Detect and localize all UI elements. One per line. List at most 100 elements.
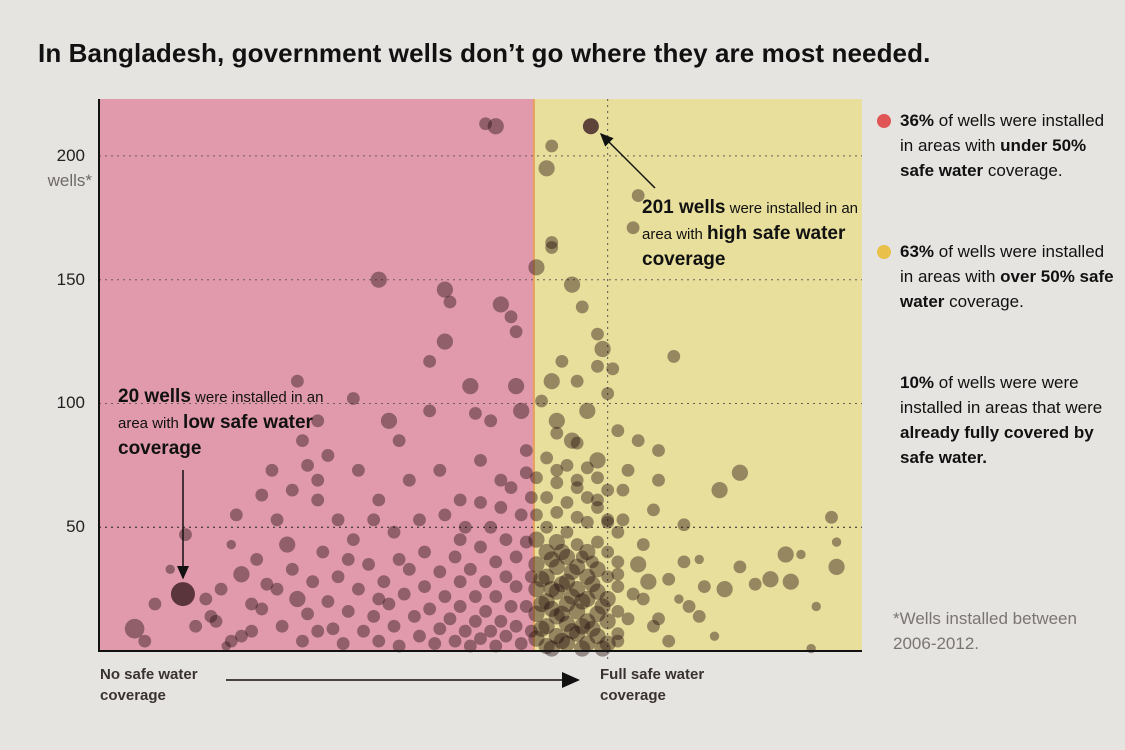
data-point bbox=[397, 587, 411, 601]
data-point bbox=[433, 622, 447, 636]
data-point bbox=[301, 458, 314, 472]
legend-text-end: coverage. bbox=[983, 161, 1063, 180]
data-point bbox=[528, 630, 545, 647]
data-point bbox=[148, 597, 162, 611]
data-point bbox=[621, 612, 635, 626]
data-point bbox=[528, 581, 545, 598]
data-point bbox=[484, 624, 498, 638]
data-point bbox=[616, 513, 630, 527]
data-point bbox=[499, 629, 513, 643]
data-point bbox=[558, 548, 576, 566]
data-point bbox=[367, 513, 381, 527]
highlighted-point-low bbox=[170, 582, 195, 607]
data-point bbox=[270, 513, 284, 527]
data-point bbox=[611, 555, 625, 569]
data-point bbox=[124, 618, 145, 639]
data-point bbox=[494, 501, 508, 514]
low-coverage-region bbox=[99, 99, 534, 651]
data-point bbox=[569, 558, 586, 575]
data-point bbox=[591, 493, 604, 507]
data-point bbox=[265, 463, 279, 477]
high-annotation-emphasis: high safe water coverage bbox=[642, 223, 846, 270]
data-point bbox=[514, 508, 528, 522]
data-point bbox=[352, 582, 365, 596]
data-point bbox=[469, 406, 482, 420]
data-point bbox=[250, 553, 264, 566]
data-point bbox=[560, 496, 574, 509]
data-point bbox=[352, 463, 365, 477]
y-tick-50: 50 bbox=[66, 517, 85, 536]
data-point bbox=[611, 627, 625, 641]
legend-text: of wells were installed in areas with bbox=[900, 242, 1105, 286]
data-point bbox=[543, 600, 560, 618]
data-point bbox=[579, 402, 596, 419]
data-point bbox=[233, 566, 250, 583]
data-point bbox=[591, 471, 604, 485]
data-point bbox=[479, 604, 492, 618]
data-point bbox=[479, 117, 492, 131]
highlighted-point-high bbox=[582, 118, 599, 135]
data-point bbox=[499, 533, 513, 547]
data-point bbox=[601, 545, 615, 559]
data-point bbox=[543, 373, 560, 390]
data-point bbox=[504, 481, 518, 495]
data-point bbox=[591, 501, 604, 514]
low-annotation-count: 20 wells bbox=[118, 386, 191, 407]
data-point bbox=[494, 473, 508, 487]
data-point bbox=[692, 609, 706, 623]
data-point bbox=[362, 557, 375, 571]
data-point bbox=[579, 590, 596, 608]
data-point bbox=[563, 623, 581, 640]
data-point bbox=[616, 483, 630, 497]
data-point bbox=[709, 631, 720, 641]
low-annotation: 20 wells were installed in an area with … bbox=[118, 384, 333, 462]
data-point bbox=[540, 491, 554, 504]
data-point bbox=[652, 473, 665, 487]
data-point bbox=[579, 635, 596, 652]
data-point bbox=[545, 139, 559, 153]
data-point bbox=[492, 296, 509, 313]
data-point bbox=[275, 619, 289, 633]
data-point bbox=[474, 632, 487, 646]
y-tick-100: 100 bbox=[56, 393, 85, 412]
data-point bbox=[733, 560, 747, 574]
data-point bbox=[453, 533, 467, 547]
data-point bbox=[226, 539, 236, 550]
data-point bbox=[367, 609, 381, 623]
data-point bbox=[326, 622, 340, 636]
data-point bbox=[229, 508, 243, 522]
data-point bbox=[524, 570, 538, 584]
data-point bbox=[370, 271, 387, 288]
data-point bbox=[601, 483, 615, 497]
data-point bbox=[569, 603, 586, 620]
data-point bbox=[553, 576, 570, 593]
data-point bbox=[311, 493, 325, 507]
data-point bbox=[574, 618, 591, 635]
data-point bbox=[599, 635, 616, 652]
data-point bbox=[285, 483, 299, 497]
data-point bbox=[586, 555, 599, 569]
data-point bbox=[387, 619, 401, 633]
data-point bbox=[599, 613, 616, 630]
data-point bbox=[550, 476, 564, 490]
legend-pct: 36% bbox=[900, 111, 935, 130]
legend-emphasis: over 50% safe water bbox=[900, 267, 1114, 311]
data-point bbox=[423, 354, 437, 368]
data-point bbox=[528, 556, 545, 573]
data-point bbox=[548, 412, 565, 429]
data-point bbox=[662, 572, 676, 586]
data-point bbox=[748, 577, 762, 591]
data-point bbox=[601, 570, 615, 584]
data-point bbox=[189, 619, 203, 633]
data-point bbox=[290, 374, 304, 388]
data-point bbox=[436, 281, 453, 298]
data-point bbox=[479, 575, 492, 589]
data-point bbox=[543, 581, 560, 598]
data-point bbox=[474, 453, 487, 467]
data-point bbox=[831, 537, 842, 547]
data-point bbox=[558, 573, 576, 590]
data-point bbox=[255, 602, 269, 616]
data-point bbox=[533, 571, 550, 588]
data-point bbox=[413, 513, 426, 527]
data-point bbox=[591, 359, 604, 373]
